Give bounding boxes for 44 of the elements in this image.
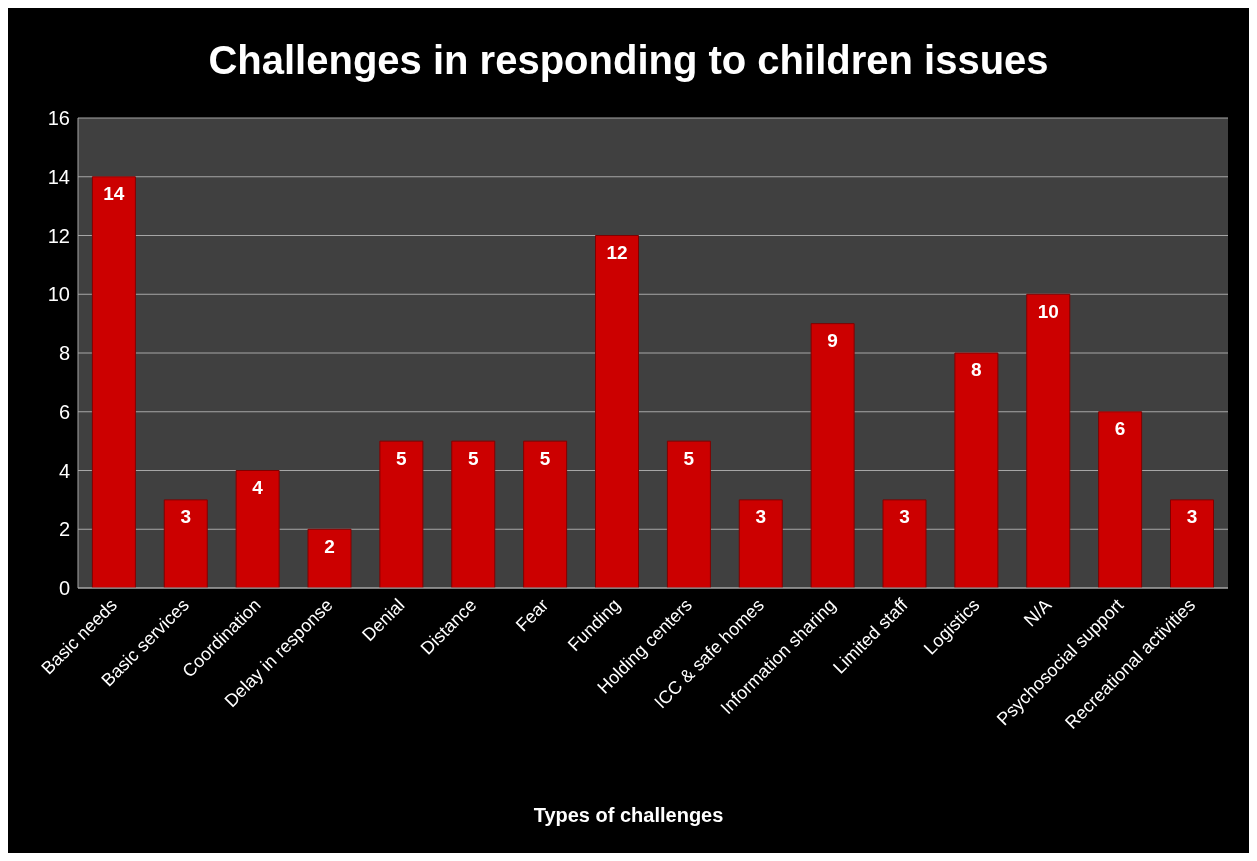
bar [1170,499,1214,588]
y-tick-label: 12 [47,224,70,247]
data-label: 4 [252,476,264,498]
data-label: 3 [899,506,910,528]
bar [307,528,352,588]
y-tick-label: 10 [47,283,70,306]
x-axis-title: Types of challenges [532,804,725,827]
bar [738,499,783,588]
y-tick-label: 4 [58,459,70,482]
data-label: 2 [324,535,335,557]
data-label: 3 [755,506,767,528]
bar [595,235,639,588]
data-label: 5 [396,447,408,469]
data-label: 8 [971,359,982,381]
data-label: 5 [539,447,551,469]
data-label: 9 [827,330,838,352]
data-label: 5 [683,447,695,469]
y-tick-label: 14 [47,165,70,188]
data-label: 14 [103,183,125,205]
bar [1098,411,1143,588]
bar [379,440,424,588]
y-tick-label: 8 [58,342,70,365]
data-label: 10 [1037,300,1059,322]
bar [954,352,999,588]
bar [91,176,136,588]
bar [163,499,208,588]
y-tick-label: 0 [58,577,70,600]
x-tick-label: N/A [1020,594,1056,631]
y-tick-label: 6 [58,400,70,423]
bar [882,499,927,588]
data-label: 5 [467,447,479,469]
chart-title: Challenges in responding to children issues [207,38,1050,83]
bar [666,440,711,588]
bar [1026,293,1071,588]
data-label: 3 [180,506,192,528]
bar [451,440,496,588]
bar [235,470,280,588]
data-label: 6 [1114,418,1126,440]
data-label: 12 [606,241,628,263]
bar [523,440,568,588]
y-tick-label: 16 [47,107,70,130]
y-tick-label: 2 [58,518,70,541]
data-label: 3 [1186,506,1198,528]
bar [810,323,855,588]
